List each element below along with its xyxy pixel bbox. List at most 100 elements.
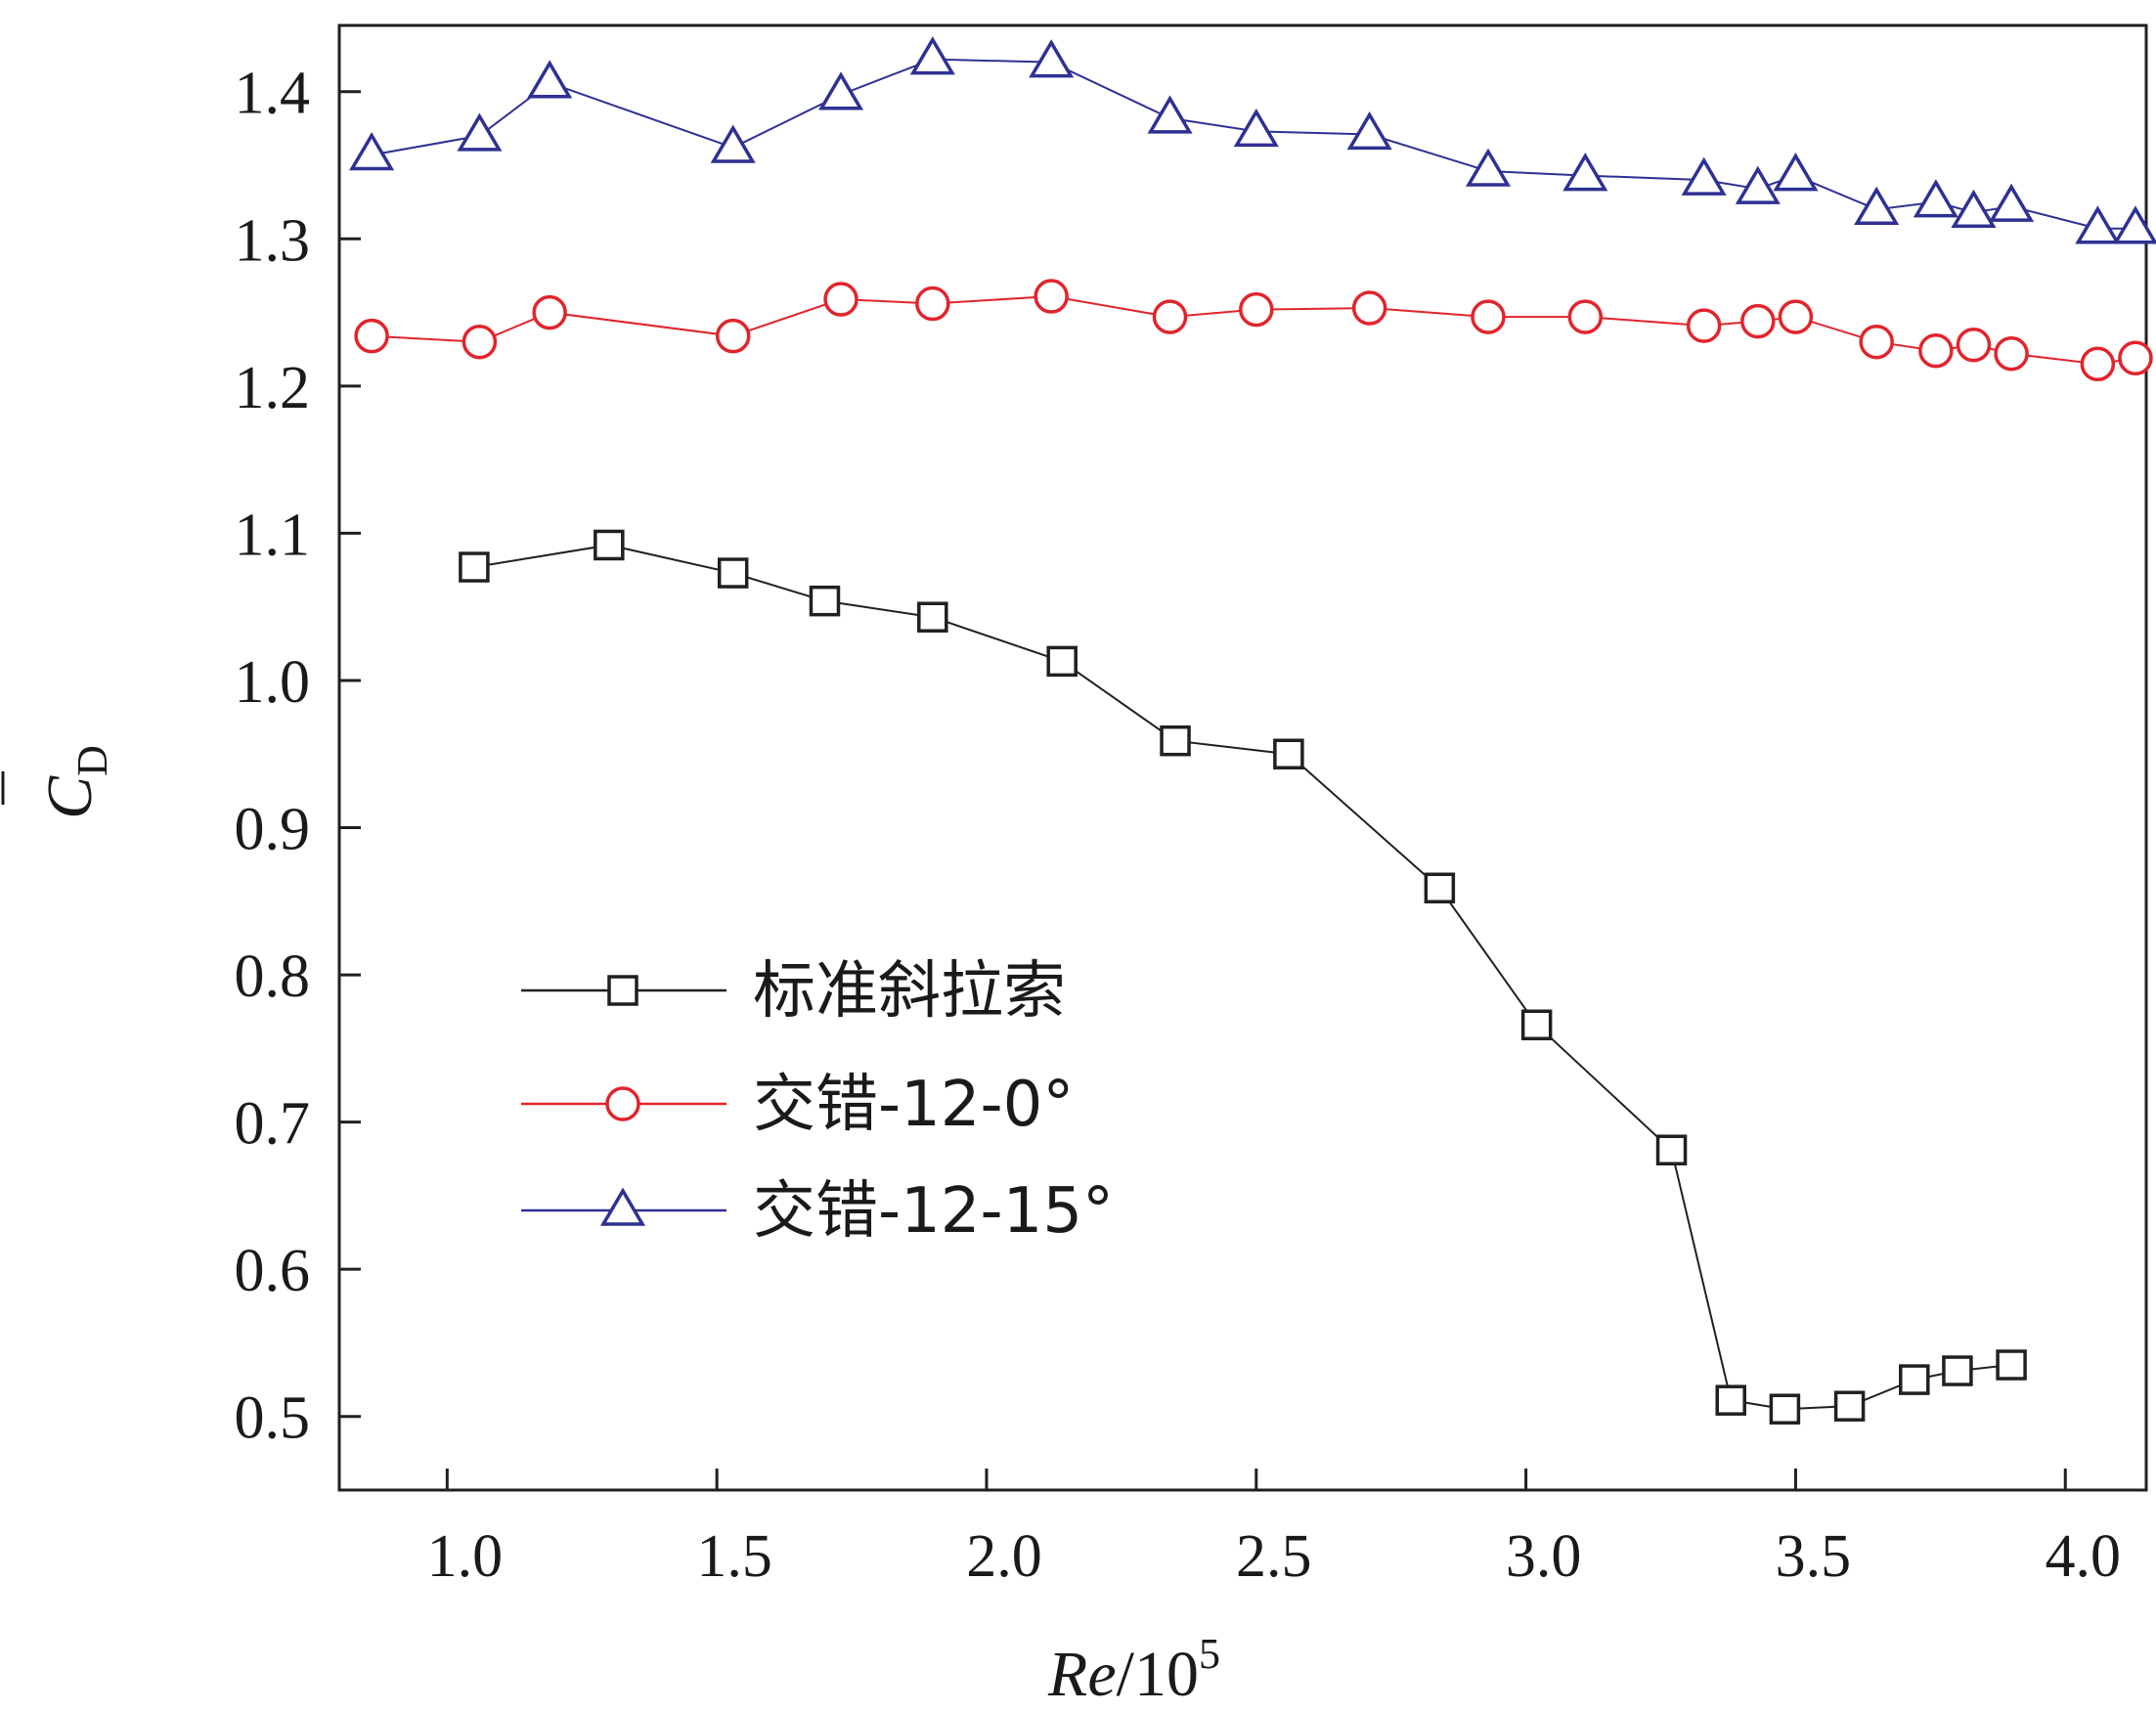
- y-axis-title: CD ¯: [0, 745, 116, 819]
- data-point: [1346, 110, 1392, 151]
- data-point: [1152, 299, 1188, 334]
- data-point: [1686, 308, 1722, 343]
- data-point: [354, 318, 389, 354]
- data-point: [1918, 332, 1954, 369]
- x-tick-label: 3.5: [1776, 1523, 1852, 1590]
- data-point: [1854, 186, 1900, 225]
- data-point: [1147, 95, 1193, 134]
- data-point: [1471, 299, 1506, 334]
- data-point: [2112, 205, 2156, 244]
- legend-entry: 交错-12-0°: [521, 1069, 1074, 1141]
- data-point: [2080, 346, 2116, 382]
- data-point: [1942, 1355, 1973, 1386]
- data-point: [1951, 189, 1997, 228]
- x-tick-label: 4.0: [2046, 1523, 2122, 1590]
- y-tick-label: 0.9: [235, 797, 311, 863]
- x-tick-label: 1.5: [696, 1523, 772, 1590]
- series-circle: [354, 279, 2153, 382]
- data-point: [1046, 645, 1078, 678]
- data-point: [717, 557, 749, 589]
- data-point: [594, 529, 625, 561]
- y-tick-label: 0.6: [235, 1238, 311, 1304]
- data-point: [715, 318, 751, 354]
- y-tick-label: 1.2: [235, 355, 311, 421]
- series-line: [473, 544, 2012, 1411]
- x-axis-title-exponent: 5: [1199, 1630, 1220, 1678]
- data-point: [1351, 290, 1387, 326]
- series-triangle: [349, 36, 2156, 244]
- data-point: [1567, 299, 1604, 334]
- data-point: [1273, 738, 1304, 769]
- x-tick-label: 2.5: [1236, 1523, 1312, 1590]
- legend-entry: 标准斜拉索: [521, 955, 1066, 1028]
- data-point: [917, 601, 948, 633]
- data-point: [1715, 1384, 1746, 1416]
- data-point: [532, 294, 567, 330]
- x-axis-title-text: /10: [1117, 1639, 1199, 1710]
- data-point: [1859, 324, 1894, 360]
- data-point: [710, 124, 756, 163]
- data-point: [459, 551, 490, 583]
- data-point: [817, 71, 864, 110]
- y-axis-title-main: C: [34, 775, 106, 819]
- data-point: [1465, 148, 1512, 187]
- data-point: [1424, 872, 1456, 903]
- data-point: [1233, 108, 1279, 148]
- data-point: [1773, 153, 1819, 192]
- y-axis-title-subscript: D: [68, 745, 116, 776]
- legend-marker: [607, 975, 638, 1006]
- x-axis-ticks: 1.0 1.5 2.0 2.5 3.0 3.5 4.0: [427, 1469, 2121, 1590]
- data-point: [823, 282, 858, 317]
- data-point: [1160, 724, 1191, 757]
- data-point: [1029, 39, 1075, 78]
- y-tick-label: 1.4: [235, 61, 311, 127]
- data-point: [1735, 165, 1781, 204]
- x-axis-title: Re/105: [1047, 1630, 1220, 1710]
- data-point: [1655, 1134, 1688, 1165]
- legend-label: 交错-12-0°: [753, 1069, 1074, 1141]
- data-point: [457, 112, 503, 152]
- data-point: [1562, 153, 1608, 192]
- x-axis-title-italic: Re: [1047, 1639, 1117, 1710]
- y-axis-ticks: 0.5 0.6 0.7 0.8 0.9 1.0 1.1 1.2 1.3 1.4: [235, 61, 361, 1452]
- data-point: [2075, 205, 2121, 244]
- data-point: [915, 285, 950, 322]
- y-tick-label: 1.1: [235, 502, 311, 568]
- data-point: [1681, 156, 1727, 196]
- series-square: [459, 529, 2027, 1425]
- y-tick-label: 1.3: [235, 207, 311, 274]
- data-point: [2118, 340, 2153, 375]
- data-point: [1989, 183, 2035, 222]
- data-point: [1996, 1349, 2027, 1381]
- x-tick-label: 1.0: [427, 1523, 504, 1590]
- data-point: [1956, 327, 1992, 363]
- svg-text:CD: CD: [34, 745, 116, 819]
- y-tick-label: 0.8: [235, 944, 311, 1010]
- data-point: [527, 60, 573, 99]
- y-tick-label: 1.0: [235, 649, 311, 716]
- data-point: [1899, 1364, 1930, 1395]
- legend-marker: [605, 1086, 640, 1121]
- series-layer: [349, 36, 2156, 1425]
- data-point: [1913, 179, 1958, 218]
- data-point: [1994, 335, 2029, 372]
- data-point: [1833, 1390, 1866, 1422]
- x-tick-label: 3.0: [1506, 1523, 1582, 1590]
- data-point: [809, 585, 841, 617]
- data-point: [1034, 279, 1069, 314]
- plot-frame: [337, 23, 2148, 1492]
- data-point: [349, 132, 395, 171]
- legend-label: 交错-12-15°: [753, 1175, 1114, 1248]
- legend-label: 标准斜拉索: [753, 955, 1066, 1028]
- legend-entry: 交错-12-15°: [521, 1175, 1114, 1248]
- data-point: [1769, 1393, 1801, 1425]
- data-point: [909, 36, 955, 75]
- x-tick-label: 2.0: [966, 1523, 1042, 1590]
- y-tick-label: 0.5: [235, 1385, 311, 1452]
- legend-marker: [599, 1187, 646, 1226]
- data-point: [1778, 299, 1814, 334]
- data-point: [462, 324, 498, 360]
- y-tick-label: 0.7: [235, 1091, 311, 1158]
